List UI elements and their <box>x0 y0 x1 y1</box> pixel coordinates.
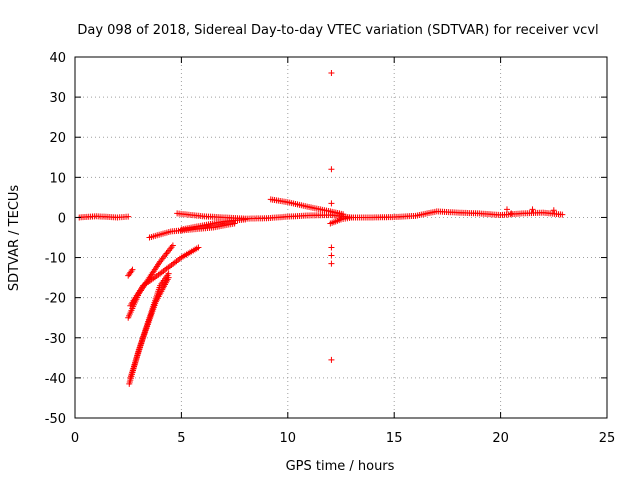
data-point <box>503 206 510 213</box>
data-point <box>125 213 132 220</box>
x-tick-label: 20 <box>492 431 509 446</box>
y-tick-label: 40 <box>49 51 66 66</box>
data-point <box>529 206 536 213</box>
y-tick-label: -20 <box>45 292 66 307</box>
data-point <box>129 266 136 273</box>
y-tick-label: -40 <box>45 372 66 387</box>
data-point <box>559 211 566 218</box>
x-axis-label: GPS time / hours <box>286 459 395 474</box>
chart-title: Day 098 of 2018, Sidereal Day-to-day VTE… <box>77 23 598 38</box>
plot-frame <box>74 56 608 419</box>
y-tick-label: 30 <box>49 91 66 106</box>
y-tick-label: 10 <box>49 171 66 186</box>
x-tick-label: 0 <box>71 431 79 446</box>
y-tick-label: -50 <box>45 412 66 427</box>
data-point <box>328 244 335 251</box>
data-point <box>550 207 557 214</box>
data-point <box>348 214 355 221</box>
data-point <box>328 252 335 259</box>
data-point <box>328 200 335 207</box>
x-tick-label: 10 <box>280 431 297 446</box>
data-point <box>328 70 335 77</box>
data-point <box>508 210 515 217</box>
x-tick-label: 5 <box>177 431 185 446</box>
data-point <box>328 166 335 173</box>
data-point <box>169 242 176 249</box>
data-point <box>195 244 202 251</box>
data-point <box>328 260 335 267</box>
x-tick-label: 15 <box>386 431 403 446</box>
x-tick-label: 25 <box>599 431 616 446</box>
y-tick-label: 20 <box>49 131 66 146</box>
data-point <box>165 274 172 281</box>
axes: 0 5 10 15 20 25 -50 -40 -30 -20 -10 0 10 20 30 40 <box>45 51 616 446</box>
data-point <box>231 220 238 227</box>
y-tick-label: 0 <box>58 211 66 226</box>
y-axis-label: SDTVAR / TECUs <box>7 185 22 292</box>
data-point <box>328 356 335 363</box>
y-tick-label: -30 <box>45 332 66 347</box>
data-points <box>76 70 566 387</box>
y-tick-label: -10 <box>45 252 66 267</box>
